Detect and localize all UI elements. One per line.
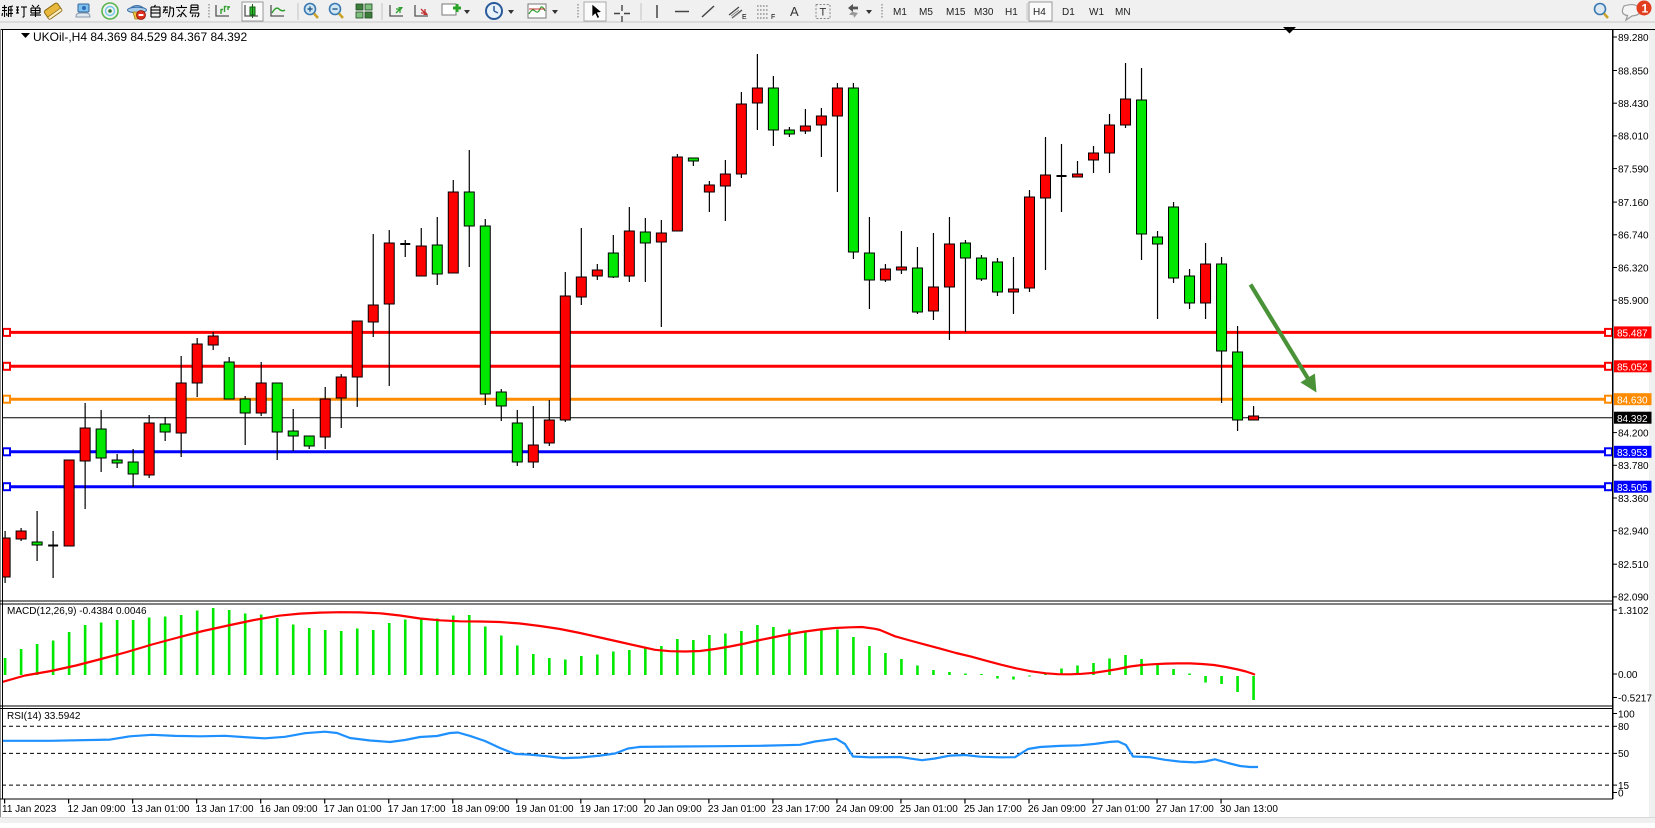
svg-text:19 Jan 01:00: 19 Jan 01:00 — [516, 804, 574, 815]
svg-text:83.780: 83.780 — [1618, 461, 1649, 472]
svg-text:85.487: 85.487 — [1617, 329, 1648, 340]
svg-text:17 Jan 17:00: 17 Jan 17:00 — [388, 804, 446, 815]
svg-text:D1: D1 — [1062, 7, 1075, 18]
svg-text:27 Jan 01:00: 27 Jan 01:00 — [1092, 804, 1150, 815]
svg-text:25 Jan 17:00: 25 Jan 17:00 — [964, 804, 1022, 815]
svg-text:23 Jan 01:00: 23 Jan 01:00 — [708, 804, 766, 815]
svg-text:26 Jan 09:00: 26 Jan 09:00 — [1028, 804, 1086, 815]
svg-text:13 Jan 01:00: 13 Jan 01:00 — [132, 804, 190, 815]
svg-text:MACD(12,26,9) -0.4384 0.0046: MACD(12,26,9) -0.4384 0.0046 — [7, 606, 147, 617]
svg-text:M30: M30 — [974, 7, 994, 18]
svg-text:1: 1 — [1642, 2, 1649, 16]
svg-text:86.320: 86.320 — [1618, 263, 1649, 274]
svg-text:A: A — [790, 4, 799, 19]
svg-text:H4: H4 — [1033, 7, 1046, 18]
svg-text:11 Jan 2023: 11 Jan 2023 — [2, 804, 57, 815]
svg-text:82.940: 82.940 — [1618, 527, 1649, 538]
svg-text:30 Jan 13:00: 30 Jan 13:00 — [1220, 804, 1278, 815]
svg-text:84.630: 84.630 — [1617, 395, 1648, 406]
svg-text:88.430: 88.430 — [1618, 99, 1649, 110]
svg-text:RSI(14) 33.5942: RSI(14) 33.5942 — [7, 711, 81, 722]
svg-text:20 Jan 09:00: 20 Jan 09:00 — [644, 804, 702, 815]
svg-text:0: 0 — [1618, 788, 1624, 799]
svg-text:M1: M1 — [893, 7, 907, 18]
svg-text:0.00: 0.00 — [1618, 670, 1638, 681]
svg-text:27 Jan 17:00: 27 Jan 17:00 — [1156, 804, 1214, 815]
svg-text:88.850: 88.850 — [1618, 66, 1649, 77]
svg-text:83.505: 83.505 — [1617, 483, 1648, 494]
svg-text:18 Jan 09:00: 18 Jan 09:00 — [452, 804, 510, 815]
svg-text:83.953: 83.953 — [1617, 448, 1648, 459]
svg-text:82.510: 82.510 — [1618, 560, 1649, 571]
svg-text:19 Jan 17:00: 19 Jan 17:00 — [580, 804, 638, 815]
svg-text:50: 50 — [1618, 749, 1630, 760]
svg-text:82.090: 82.090 — [1618, 593, 1649, 604]
svg-text:80: 80 — [1618, 722, 1630, 733]
svg-text:H1: H1 — [1005, 7, 1018, 18]
svg-text:16 Jan 09:00: 16 Jan 09:00 — [260, 804, 318, 815]
svg-text:T: T — [820, 7, 827, 19]
svg-text:84.200: 84.200 — [1618, 428, 1649, 439]
svg-text:12 Jan 09:00: 12 Jan 09:00 — [68, 804, 126, 815]
svg-text:-0.5217: -0.5217 — [1618, 693, 1652, 704]
svg-text:84.392: 84.392 — [1617, 414, 1648, 425]
svg-text:15: 15 — [1618, 781, 1630, 792]
svg-text:23 Jan 17:00: 23 Jan 17:00 — [772, 804, 830, 815]
svg-text:E: E — [742, 14, 747, 21]
svg-text:100: 100 — [1618, 709, 1635, 720]
svg-text:88.010: 88.010 — [1618, 132, 1649, 143]
svg-text:M15: M15 — [946, 7, 966, 18]
svg-text:M5: M5 — [919, 7, 933, 18]
svg-text:83.360: 83.360 — [1618, 494, 1649, 505]
svg-text:W1: W1 — [1089, 7, 1104, 18]
svg-text:24 Jan 09:00: 24 Jan 09:00 — [836, 804, 894, 815]
svg-text:87.160: 87.160 — [1618, 198, 1649, 209]
svg-text:87.590: 87.590 — [1618, 164, 1649, 175]
svg-text:86.740: 86.740 — [1618, 231, 1649, 242]
svg-text:13 Jan 17:00: 13 Jan 17:00 — [196, 804, 254, 815]
svg-text:85.900: 85.900 — [1618, 296, 1649, 307]
svg-text:85.052: 85.052 — [1617, 363, 1648, 374]
svg-text:F: F — [771, 14, 775, 21]
svg-text:25 Jan 01:00: 25 Jan 01:00 — [900, 804, 958, 815]
svg-text:UKOil-,H4 84.369 84.529 84.36: UKOil-,H4 84.369 84.529 84.367 84.392 — [33, 30, 247, 44]
svg-text:89.280: 89.280 — [1618, 33, 1649, 44]
svg-text:MN: MN — [1115, 7, 1131, 18]
svg-text:17 Jan 01:00: 17 Jan 01:00 — [324, 804, 382, 815]
svg-text:1.3102: 1.3102 — [1618, 606, 1649, 617]
